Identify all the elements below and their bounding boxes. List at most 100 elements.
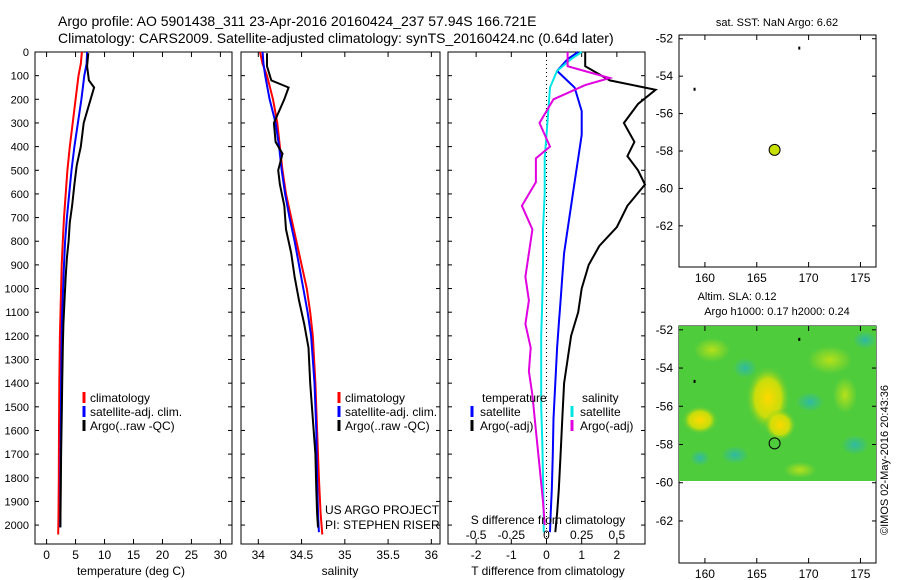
legend-label: Argo(-adj) xyxy=(580,419,633,433)
y-tick-label: 1500 xyxy=(5,402,29,414)
salinity-plot-frame xyxy=(240,51,441,545)
s-diff-tick-label: -0.25 xyxy=(498,528,526,542)
map-y-tick-label: -52 xyxy=(656,32,674,46)
legend-label: climatology xyxy=(345,391,405,405)
temperature-panel: 0 5 10 15 20 25 300100200300400500600700800900… xyxy=(5,47,233,578)
legend-label: Argo(..raw -QC) xyxy=(90,419,175,433)
sst-map-ticks: 160 165 170 175 -52 -54 -56 -58 -60 -62 xyxy=(656,32,876,285)
difference-xlabel: T difference from climatology xyxy=(471,564,625,578)
series-line xyxy=(259,51,324,535)
x-tick-label: 0 xyxy=(543,548,550,562)
map-x-tick-label: 165 xyxy=(747,567,767,580)
map-x-tick-label: 170 xyxy=(799,271,819,285)
sla-map-panel: Altim. SLA: 0.12 Argo h1000: 0.17 h2000:… xyxy=(656,291,877,580)
legend-group-title: salinity xyxy=(582,391,619,405)
y-tick-label: 1100 xyxy=(5,307,29,319)
salinity-axis-ticks: 34 34.5 35 35.5 36 xyxy=(241,51,440,562)
y-tick-label: 500 xyxy=(11,165,29,177)
sla-map-subtitle: Argo h1000: 0.17 h2000: 0.24 xyxy=(704,306,850,318)
s-diff-tick-labels: -0.5 -0.25 0 0.25 0.5 xyxy=(466,528,626,542)
map-x-tick-label: 160 xyxy=(695,567,715,580)
y-tick-label: 300 xyxy=(11,118,29,130)
map-y-tick-label: -54 xyxy=(656,69,674,83)
legend-label: satellite xyxy=(580,405,621,419)
y-tick-label: 0 xyxy=(23,47,29,59)
s-diff-axis-label: S difference from climatology xyxy=(471,513,626,527)
x-tick-label: 34.5 xyxy=(290,548,314,562)
sla-blob xyxy=(841,435,869,455)
salinity-lines xyxy=(259,51,324,535)
map-y-tick-label: -62 xyxy=(656,514,674,528)
x-tick-label: -2 xyxy=(471,548,482,562)
x-tick-label: 10 xyxy=(98,548,112,562)
y-tick-label: 1300 xyxy=(5,355,29,367)
sla-blob xyxy=(833,377,857,413)
y-tick-label: 400 xyxy=(11,142,29,154)
argo-position-marker xyxy=(768,437,781,450)
s-diff-tick-label: 0.25 xyxy=(570,528,594,542)
x-tick-label: 36 xyxy=(425,548,439,562)
map-y-tick-label: -58 xyxy=(656,144,674,158)
sla-map-ticks: 160 165 170 175 -52 -54 -56 -58 -60 -62 xyxy=(656,323,876,580)
x-tick-label: 25 xyxy=(185,548,199,562)
x-tick-label: 1 xyxy=(578,548,585,562)
map-x-tick-label: 165 xyxy=(747,271,767,285)
legend-label: climatology xyxy=(90,391,150,405)
legend-label: satellite-adj. clim. xyxy=(345,405,437,419)
x-tick-label: 35 xyxy=(338,548,352,562)
y-tick-label: 600 xyxy=(11,189,29,201)
series-line xyxy=(520,52,614,526)
imos-stamp: ©IMOS 02-May-2016 20:43:36 xyxy=(879,385,891,535)
map-x-tick-label: 160 xyxy=(695,271,715,285)
y-tick-label: 1600 xyxy=(5,425,29,437)
series-line xyxy=(554,52,658,533)
map-y-tick-label: -62 xyxy=(656,219,674,233)
map-y-tick-label: -58 xyxy=(656,438,674,452)
series-line xyxy=(549,51,583,533)
legend-label: Argo(..raw -QC) xyxy=(345,419,430,433)
legend-label: satellite xyxy=(480,405,521,419)
difference-axis-ticks: -2 -1 0 1 2 xyxy=(448,51,645,562)
y-tick-label: 1200 xyxy=(5,331,29,343)
header-line1: Argo profile: AO 5901438_311 23-Apr-2016… xyxy=(58,13,536,29)
x-tick-label: 20 xyxy=(156,548,170,562)
difference-lines xyxy=(520,51,658,533)
x-tick-label: 35.5 xyxy=(376,548,400,562)
y-tick-label: 200 xyxy=(11,94,29,106)
island-mark xyxy=(693,87,696,91)
x-tick-label: 30 xyxy=(214,548,228,562)
series-line xyxy=(266,53,319,528)
sla-blob xyxy=(733,358,757,378)
x-tick-label: -1 xyxy=(506,548,517,562)
s-diff-tick-label: 0 xyxy=(543,528,550,542)
y-tick-label: 1900 xyxy=(5,496,29,508)
map-y-tick-label: -60 xyxy=(656,181,674,195)
difference-legend: temperaturesatelliteArgo(-adj)salinitysa… xyxy=(470,391,633,433)
legend-group-title: temperature xyxy=(482,391,547,405)
y-tick-label: 700 xyxy=(11,213,29,225)
sst-map-panel: sat. SST: NaN Argo: 6.62 160 165 170 175 -52… xyxy=(656,17,877,285)
sla-blob xyxy=(694,338,730,362)
s-diff-tick-label: 0.5 xyxy=(609,528,626,542)
y-tick-label: 800 xyxy=(11,236,29,248)
legend-label: Argo(-adj) xyxy=(480,419,533,433)
temperature-axis-ticks: 0 5 10 15 20 25 300100200300400500600700800900… xyxy=(5,47,232,562)
series-line xyxy=(59,53,96,528)
sla-map-marks xyxy=(693,337,801,450)
pi-label: PI: STEPHEN RISER xyxy=(325,518,440,532)
sla-field xyxy=(679,326,876,481)
header-line2: Climatology: CARS2009. Satellite-adjuste… xyxy=(58,30,614,46)
island-mark xyxy=(798,337,801,341)
legend-label: satellite-adj. clim. xyxy=(90,405,182,419)
map-y-tick-label: -52 xyxy=(656,323,674,337)
series-line xyxy=(540,51,583,533)
sla-blob xyxy=(682,406,718,434)
argo-position-marker xyxy=(768,143,781,156)
sla-map-title: Altim. SLA: 0.12 xyxy=(698,291,777,303)
y-tick-label: 100 xyxy=(11,71,29,83)
y-tick-label: 1000 xyxy=(5,284,29,296)
map-y-tick-label: -56 xyxy=(656,399,674,413)
x-tick-label: 5 xyxy=(72,548,79,562)
